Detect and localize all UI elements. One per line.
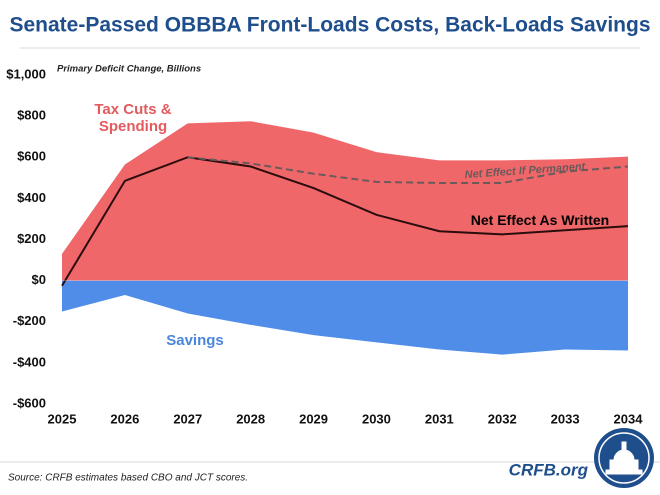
x-tick-label: 2029	[299, 411, 328, 426]
y-tick-label: $600	[17, 149, 46, 164]
x-tick-label: 2031	[425, 411, 454, 426]
brand: CRFB.org	[509, 460, 589, 479]
logo-ring	[598, 432, 650, 484]
x-tick-label: 2034	[614, 411, 644, 426]
y-tick-label: -$200	[13, 313, 46, 328]
line	[187, 156, 629, 184]
logo-capitol	[605, 441, 643, 475]
series-label: Tax Cuts & Spending	[94, 101, 172, 135]
line	[61, 156, 629, 287]
x-tick-label: 2030	[362, 411, 391, 426]
series-label: Net Effect As Written	[470, 212, 610, 228]
area	[62, 280, 628, 355]
x-tick-label: 2032	[488, 411, 517, 426]
x-tick-label: 2033	[551, 411, 580, 426]
y-tick-label: $400	[17, 190, 46, 205]
x-tick-label: 2025	[48, 411, 77, 426]
source: Source: CRFB estimates based CBO and JCT…	[8, 473, 248, 484]
y-tick-label: $1,000	[6, 66, 46, 81]
y-tick-label: $200	[17, 231, 46, 246]
y-tick-label: -$600	[13, 395, 46, 410]
x-tick-label: 2026	[110, 411, 139, 426]
chart-subtitle: Primary Deficit Change, Billions	[57, 64, 201, 75]
x-tick-label: 2027	[173, 411, 202, 426]
series-label: Savings	[166, 332, 224, 349]
y-tick-label: $0	[32, 272, 46, 287]
logo	[594, 428, 654, 488]
y-tick-label: -$400	[13, 354, 46, 369]
x-tick-label: 2028	[236, 411, 265, 426]
y-tick-label: $800	[17, 108, 46, 123]
chart-title: Senate-Passed OBBBA Front-Loads Costs, B…	[9, 14, 650, 37]
